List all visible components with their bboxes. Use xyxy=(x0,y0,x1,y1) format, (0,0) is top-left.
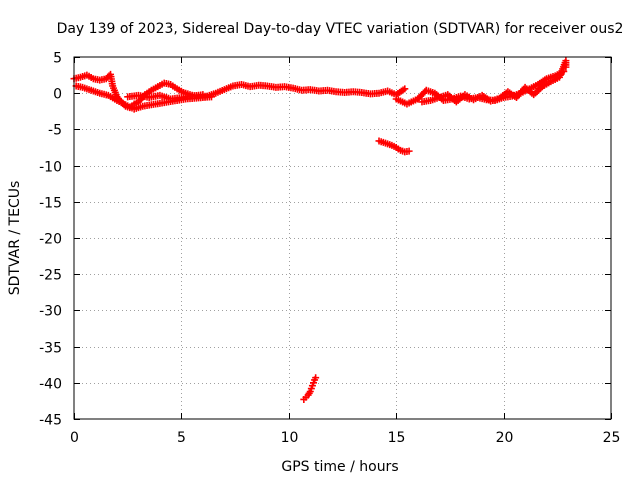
x-tick-label: 20 xyxy=(496,430,514,446)
y-tick-label: -40 xyxy=(39,377,62,393)
data-point xyxy=(199,91,207,99)
y-tick-label: -15 xyxy=(39,196,62,212)
chart-title: Day 139 of 2023, Sidereal Day-to-day VTE… xyxy=(57,21,624,37)
series-main-track-lower xyxy=(72,82,215,113)
x-tick-label: 10 xyxy=(281,430,299,446)
data-point xyxy=(562,63,570,71)
y-tick-label: -35 xyxy=(39,341,62,357)
x-tick-label: 15 xyxy=(388,430,406,446)
x-tick-label: 25 xyxy=(603,430,621,446)
y-tick-label: -25 xyxy=(39,268,62,284)
data-points xyxy=(70,57,570,403)
data-point xyxy=(312,374,320,382)
y-tick-label: 5 xyxy=(53,51,62,67)
y-tick-label: -5 xyxy=(48,123,62,139)
data-point xyxy=(207,93,215,101)
y-tick-label: -30 xyxy=(39,304,62,320)
axis-ticks: 0 5 10 15 20 25 5 0 -5 -10 -15 -20 -25 -30 -35 -40 -45 xyxy=(39,51,620,447)
series-excursion-near-15h xyxy=(375,137,413,156)
data-point xyxy=(401,85,409,93)
data-point xyxy=(405,147,413,155)
x-tick-label: 0 xyxy=(70,430,79,446)
series-late-track xyxy=(392,57,570,108)
gridlines xyxy=(74,57,611,419)
y-axis-label: SDTVAR / TECUs xyxy=(7,181,23,296)
x-tick-label: 5 xyxy=(177,430,186,446)
y-tick-label: -45 xyxy=(39,413,62,429)
series-excursion-near-11h xyxy=(300,374,320,403)
x-axis-label: GPS time / hours xyxy=(281,459,398,475)
y-tick-label: 0 xyxy=(53,87,62,103)
y-tick-label: -20 xyxy=(39,232,62,248)
y-tick-label: -10 xyxy=(39,160,62,176)
